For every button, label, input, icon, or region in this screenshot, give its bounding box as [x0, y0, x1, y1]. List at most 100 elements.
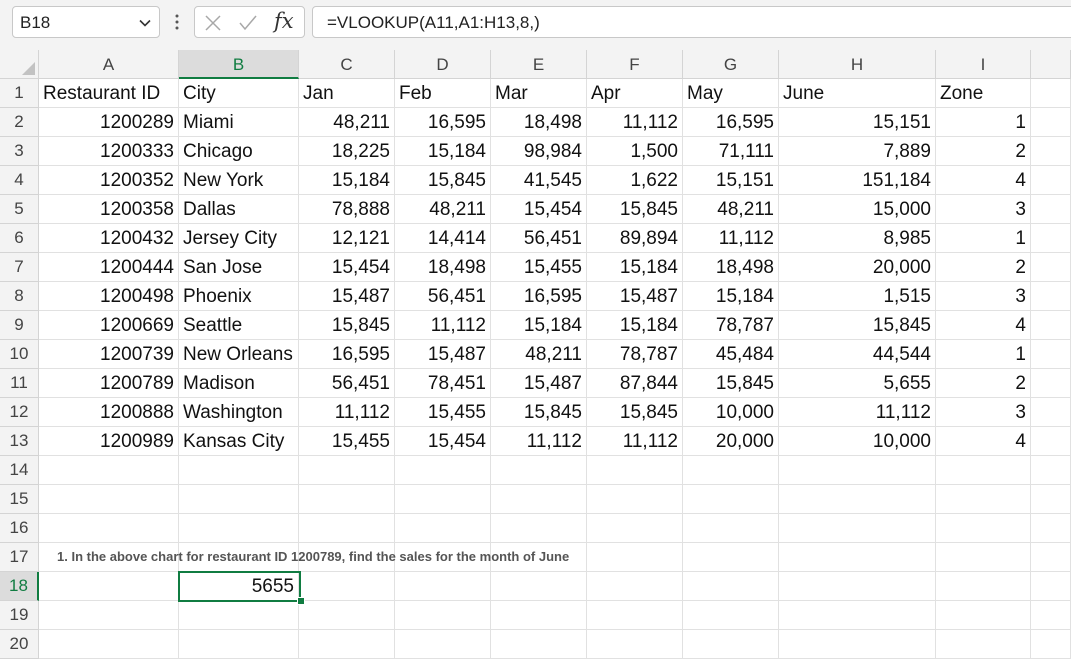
- cell-a19[interactable]: [39, 601, 179, 630]
- cell-c4[interactable]: 15,184: [299, 166, 395, 195]
- cell-d3[interactable]: 15,184: [395, 137, 491, 166]
- column-header-b[interactable]: B: [179, 50, 299, 79]
- cell-c20[interactable]: [299, 630, 395, 659]
- cell-f15[interactable]: [587, 485, 683, 514]
- cell-i13[interactable]: 4: [936, 427, 1031, 456]
- column-header-f[interactable]: F: [587, 50, 683, 79]
- cell-i2[interactable]: 1: [936, 108, 1031, 137]
- cell-b11[interactable]: Madison: [179, 369, 299, 398]
- cell-a17[interactable]: [39, 543, 179, 572]
- cell-i17[interactable]: [936, 543, 1031, 572]
- cell-e17[interactable]: [491, 543, 587, 572]
- cell-c2[interactable]: 48,211: [299, 108, 395, 137]
- cell-c10[interactable]: 16,595: [299, 340, 395, 369]
- row-header-6[interactable]: 6: [0, 224, 39, 253]
- cell-d13[interactable]: 15,454: [395, 427, 491, 456]
- cell-j10[interactable]: [1031, 340, 1071, 369]
- cell-j12[interactable]: [1031, 398, 1071, 427]
- cell-g15[interactable]: [683, 485, 779, 514]
- cell-e9[interactable]: 15,184: [491, 311, 587, 340]
- cell-a13[interactable]: 1200989: [39, 427, 179, 456]
- cell-e20[interactable]: [491, 630, 587, 659]
- cell-g6[interactable]: 11,112: [683, 224, 779, 253]
- column-header-c[interactable]: C: [299, 50, 395, 79]
- cell-h4[interactable]: 151,184: [779, 166, 936, 195]
- cell-j3[interactable]: [1031, 137, 1071, 166]
- cell-i11[interactable]: 2: [936, 369, 1031, 398]
- row-header-20[interactable]: 20: [0, 630, 39, 659]
- cell-d20[interactable]: [395, 630, 491, 659]
- row-header-7[interactable]: 7: [0, 253, 39, 282]
- cell-f11[interactable]: 87,844: [587, 369, 683, 398]
- cell-c19[interactable]: [299, 601, 395, 630]
- cell-d18[interactable]: [395, 572, 491, 601]
- cell-d8[interactable]: 56,451: [395, 282, 491, 311]
- cell-g3[interactable]: 71,111: [683, 137, 779, 166]
- cell-f7[interactable]: 15,184: [587, 253, 683, 282]
- cell-j19[interactable]: [1031, 601, 1071, 630]
- function-icon[interactable]: fx: [274, 9, 294, 33]
- cell-i1[interactable]: Zone: [936, 79, 1031, 108]
- cell-i18[interactable]: [936, 572, 1031, 601]
- cell-g7[interactable]: 18,498: [683, 253, 779, 282]
- cell-j7[interactable]: [1031, 253, 1071, 282]
- formula-input[interactable]: =VLOOKUP(A11,A1:H13,8,): [312, 6, 1071, 38]
- row-header-13[interactable]: 13: [0, 427, 39, 456]
- row-header-14[interactable]: 14: [0, 456, 39, 485]
- cell-c13[interactable]: 15,455: [299, 427, 395, 456]
- row-header-8[interactable]: 8: [0, 282, 39, 311]
- cell-i14[interactable]: [936, 456, 1031, 485]
- cell-h13[interactable]: 10,000: [779, 427, 936, 456]
- cell-j20[interactable]: [1031, 630, 1071, 659]
- cell-c5[interactable]: 78,888: [299, 195, 395, 224]
- column-header-g[interactable]: G: [683, 50, 779, 79]
- cell-e14[interactable]: [491, 456, 587, 485]
- cell-h7[interactable]: 20,000: [779, 253, 936, 282]
- cell-h14[interactable]: [779, 456, 936, 485]
- row-header-18[interactable]: 18: [0, 572, 39, 601]
- cell-i7[interactable]: 2: [936, 253, 1031, 282]
- cell-f9[interactable]: 15,184: [587, 311, 683, 340]
- cell-j2[interactable]: [1031, 108, 1071, 137]
- cell-g17[interactable]: [683, 543, 779, 572]
- cell-b10[interactable]: New Orleans: [179, 340, 299, 369]
- cell-d6[interactable]: 14,414: [395, 224, 491, 253]
- row-header-15[interactable]: 15: [0, 485, 39, 514]
- cell-d1[interactable]: Feb: [395, 79, 491, 108]
- cell-d5[interactable]: 48,211: [395, 195, 491, 224]
- cell-f16[interactable]: [587, 514, 683, 543]
- cell-j6[interactable]: [1031, 224, 1071, 253]
- cell-i10[interactable]: 1: [936, 340, 1031, 369]
- select-all-button[interactable]: [0, 50, 39, 79]
- cell-b1[interactable]: City: [179, 79, 299, 108]
- cell-c11[interactable]: 56,451: [299, 369, 395, 398]
- fill-handle[interactable]: [297, 597, 305, 605]
- cell-c6[interactable]: 12,121: [299, 224, 395, 253]
- column-header-h[interactable]: H: [779, 50, 936, 79]
- row-header-4[interactable]: 4: [0, 166, 39, 195]
- cell-b2[interactable]: Miami: [179, 108, 299, 137]
- row-header-9[interactable]: 9: [0, 311, 39, 340]
- cell-a6[interactable]: 1200432: [39, 224, 179, 253]
- cell-g9[interactable]: 78,787: [683, 311, 779, 340]
- cell-j18[interactable]: [1031, 572, 1071, 601]
- cell-f19[interactable]: [587, 601, 683, 630]
- cell-d10[interactable]: 15,487: [395, 340, 491, 369]
- cell-e5[interactable]: 15,454: [491, 195, 587, 224]
- cell-h11[interactable]: 5,655: [779, 369, 936, 398]
- cell-g14[interactable]: [683, 456, 779, 485]
- cell-d14[interactable]: [395, 456, 491, 485]
- cell-f2[interactable]: 11,112: [587, 108, 683, 137]
- cell-d4[interactable]: 15,845: [395, 166, 491, 195]
- cell-i19[interactable]: [936, 601, 1031, 630]
- cell-e4[interactable]: 41,545: [491, 166, 587, 195]
- cell-c8[interactable]: 15,487: [299, 282, 395, 311]
- cell-e13[interactable]: 11,112: [491, 427, 587, 456]
- check-icon[interactable]: [239, 14, 257, 32]
- row-header-2[interactable]: 2: [0, 108, 39, 137]
- cell-d16[interactable]: [395, 514, 491, 543]
- cell-h5[interactable]: 15,000: [779, 195, 936, 224]
- cell-g5[interactable]: 48,211: [683, 195, 779, 224]
- cell-d2[interactable]: 16,595: [395, 108, 491, 137]
- cell-a5[interactable]: 1200358: [39, 195, 179, 224]
